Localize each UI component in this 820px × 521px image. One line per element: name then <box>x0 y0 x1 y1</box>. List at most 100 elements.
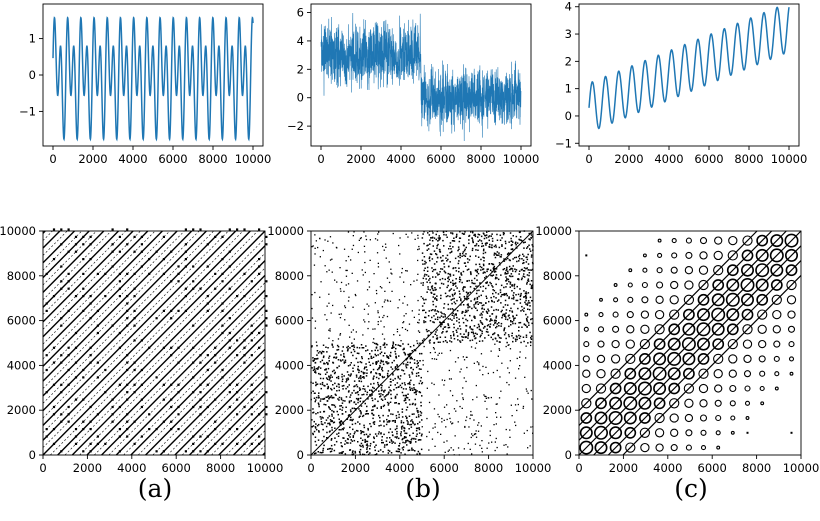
recurrence-plot-b-point-188 <box>410 423 413 426</box>
recurrence-plot-b-point-1366 <box>511 311 514 313</box>
recurrence-plot-b-point-23 <box>338 429 340 431</box>
recurrence-plot-b-point-518 <box>396 427 398 430</box>
recurrence-plot-b-point-2130 <box>491 313 493 315</box>
recurrence-plot-c-circle-15 <box>595 383 607 394</box>
recurrence-plot-b-point-323 <box>412 368 414 371</box>
recurrence-plot-b-point-400 <box>409 442 412 444</box>
recurrence-plot-b-point-2068 <box>463 254 465 257</box>
recurrence-plot-b-point-1868 <box>500 322 503 325</box>
recurrence-plot-b-point-961 <box>312 382 314 384</box>
recurrence-plot-b-point-1886 <box>447 258 449 261</box>
recurrence-plot-b-point-2033 <box>526 256 528 258</box>
recurrence-plot-b-point-514 <box>414 438 417 440</box>
recurrence-plot-b-point-177 <box>313 359 315 362</box>
recurrence-plot-b-point-1684 <box>530 269 533 271</box>
recurrence-plot-b-point-2214 <box>344 305 346 307</box>
recurrence-plot-b-point-1294 <box>512 270 514 272</box>
recurrence-plot-b-point-896 <box>377 349 379 352</box>
recurrence-plot-b-frame <box>310 230 534 456</box>
recurrence-plot-b-point-950 <box>389 384 392 386</box>
recurrence-plot-b-point-1482 <box>469 326 471 329</box>
recurrence-plot-b-point-194 <box>418 375 420 377</box>
recurrence-plot-b-point-2313 <box>489 430 491 432</box>
recurrence-plot-b-point-172 <box>323 397 326 400</box>
recurrence-plot-b-point-2301 <box>450 447 452 449</box>
recurrence-plot-b-point-2016 <box>467 306 469 309</box>
recurrence-plot-b-point-1203 <box>477 245 480 247</box>
recurrence-plot-b-point-1819 <box>513 303 515 305</box>
recurrence-plot-b-point-555 <box>331 343 333 345</box>
recurrence-plot-c-circle-74 <box>657 252 663 258</box>
recurrence-plot-b-point-2509 <box>522 407 524 409</box>
recurrence-plot-a-point-124 <box>126 398 129 401</box>
recurrence-plot-b-point-1101 <box>433 250 436 252</box>
recurrence-plot-b-point-135 <box>359 400 361 403</box>
recurrence-plot-b-point-153 <box>326 437 328 439</box>
recurrence-plot-a-point-74 <box>89 405 92 409</box>
recurrence-plot-b-point-2307 <box>485 366 487 368</box>
recurrence-plot-a-point-300 <box>250 450 253 453</box>
recurrence-plot-a-point-224 <box>192 265 195 268</box>
recurrence-plot-a-point-222 <box>192 287 195 290</box>
recurrence-plot-b-point-697 <box>375 354 377 357</box>
recurrence-plot-b-point-557 <box>381 439 383 441</box>
recurrence-plot-a-point-195 <box>177 405 180 409</box>
recurrence-plot-b-point-1084 <box>321 452 323 454</box>
recurrence-plot-c-circle-90 <box>671 238 677 244</box>
recurrence-plot-b-point-180 <box>331 413 333 416</box>
recurrence-plot-a-point-205 <box>184 309 187 312</box>
recurrence-plot-b-point-605 <box>311 419 313 421</box>
recurrence-plot-a-point-3 <box>45 368 48 372</box>
recurrence-plot-b-point-504 <box>412 402 414 405</box>
recurrence-plot-a-diagonal-2 <box>42 230 75 264</box>
recurrence-plot-c-circle-54 <box>639 338 651 350</box>
recurrence-plot-b-point-2515 <box>454 435 456 437</box>
recurrence-plot-b-point-705 <box>353 346 356 348</box>
top-chart-c-xtick-label-2: 4000 <box>654 152 683 166</box>
recurrence-plot-b-point-2357 <box>490 396 492 399</box>
recurrence-plot-a-point-309 <box>250 339 253 342</box>
recurrence-plot-b-point-2583 <box>472 435 474 437</box>
recurrence-plot-b-point-1458 <box>459 340 461 342</box>
recurrence-plot-b-point-1761 <box>496 277 498 279</box>
recurrence-plot-b-point-992 <box>396 437 398 439</box>
recurrence-plot-b-point-615 <box>341 409 343 411</box>
recurrence-plot-b-point-1909 <box>491 263 493 265</box>
recurrence-plot-b-point-1339 <box>518 330 520 332</box>
recurrence-plot-b-point-471 <box>401 428 403 430</box>
recurrence-plot-b-point-210 <box>385 361 387 363</box>
recurrence-plot-a-point-192 <box>170 250 173 253</box>
recurrence-plot-c-diagonal-5 <box>607 260 802 456</box>
recurrence-plot-b-point-1636 <box>485 234 488 236</box>
recurrence-plot-b-point-2487 <box>484 400 486 402</box>
recurrence-plot-a-point-6 <box>45 302 48 305</box>
recurrence-plot-b-point-959 <box>374 404 376 407</box>
recurrence-plot-b-point-1960 <box>435 313 437 315</box>
recurrence-plot-c-circle-52 <box>638 367 652 381</box>
recurrence-plot-a-point-242 <box>206 354 209 357</box>
recurrence-plot-b-point-284 <box>395 356 397 358</box>
recurrence-plot-b-point-390 <box>360 445 362 448</box>
recurrence-plot-b-point-129 <box>362 385 365 387</box>
recurrence-plot-b-point-544 <box>393 388 395 391</box>
recurrence-plot-a-point-148 <box>133 295 136 298</box>
recurrence-plot-b-point-1078 <box>328 376 330 378</box>
recurrence-plot-b-point-143 <box>404 394 407 397</box>
recurrence-plot-b-point-2066 <box>530 234 533 236</box>
recurrence-plot-b-point-1588 <box>527 280 530 282</box>
recurrence-plot-b-point-547 <box>322 447 325 450</box>
recurrence-plot-b-point-1776 <box>516 260 518 263</box>
recurrence-plot-b-point-113 <box>319 411 322 413</box>
recurrence-plot-a-point-331 <box>265 243 268 246</box>
recurrence-plot-a-point-83 <box>89 235 92 238</box>
recurrence-plot-b-point-1961 <box>500 310 502 313</box>
recurrence-plot-b-point-1228 <box>465 329 467 331</box>
recurrence-plot-b-point-2531 <box>422 359 424 362</box>
recurrence-plot-b-point-616 <box>418 344 420 346</box>
recurrence-plot-b-point-116 <box>414 450 416 452</box>
recurrence-plot-a-point-265 <box>221 280 224 283</box>
recurrence-plot-a-point-307 <box>250 383 253 386</box>
recurrence-plot-b-point-1414 <box>459 230 461 233</box>
top-chart-b-ytick-label-0: −2 <box>287 119 304 133</box>
